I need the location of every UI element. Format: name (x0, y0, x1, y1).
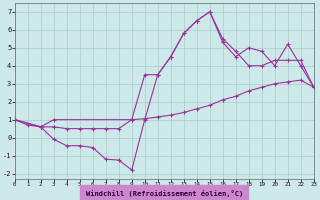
X-axis label: Windchill (Refroidissement éolien,°C): Windchill (Refroidissement éolien,°C) (86, 190, 243, 197)
